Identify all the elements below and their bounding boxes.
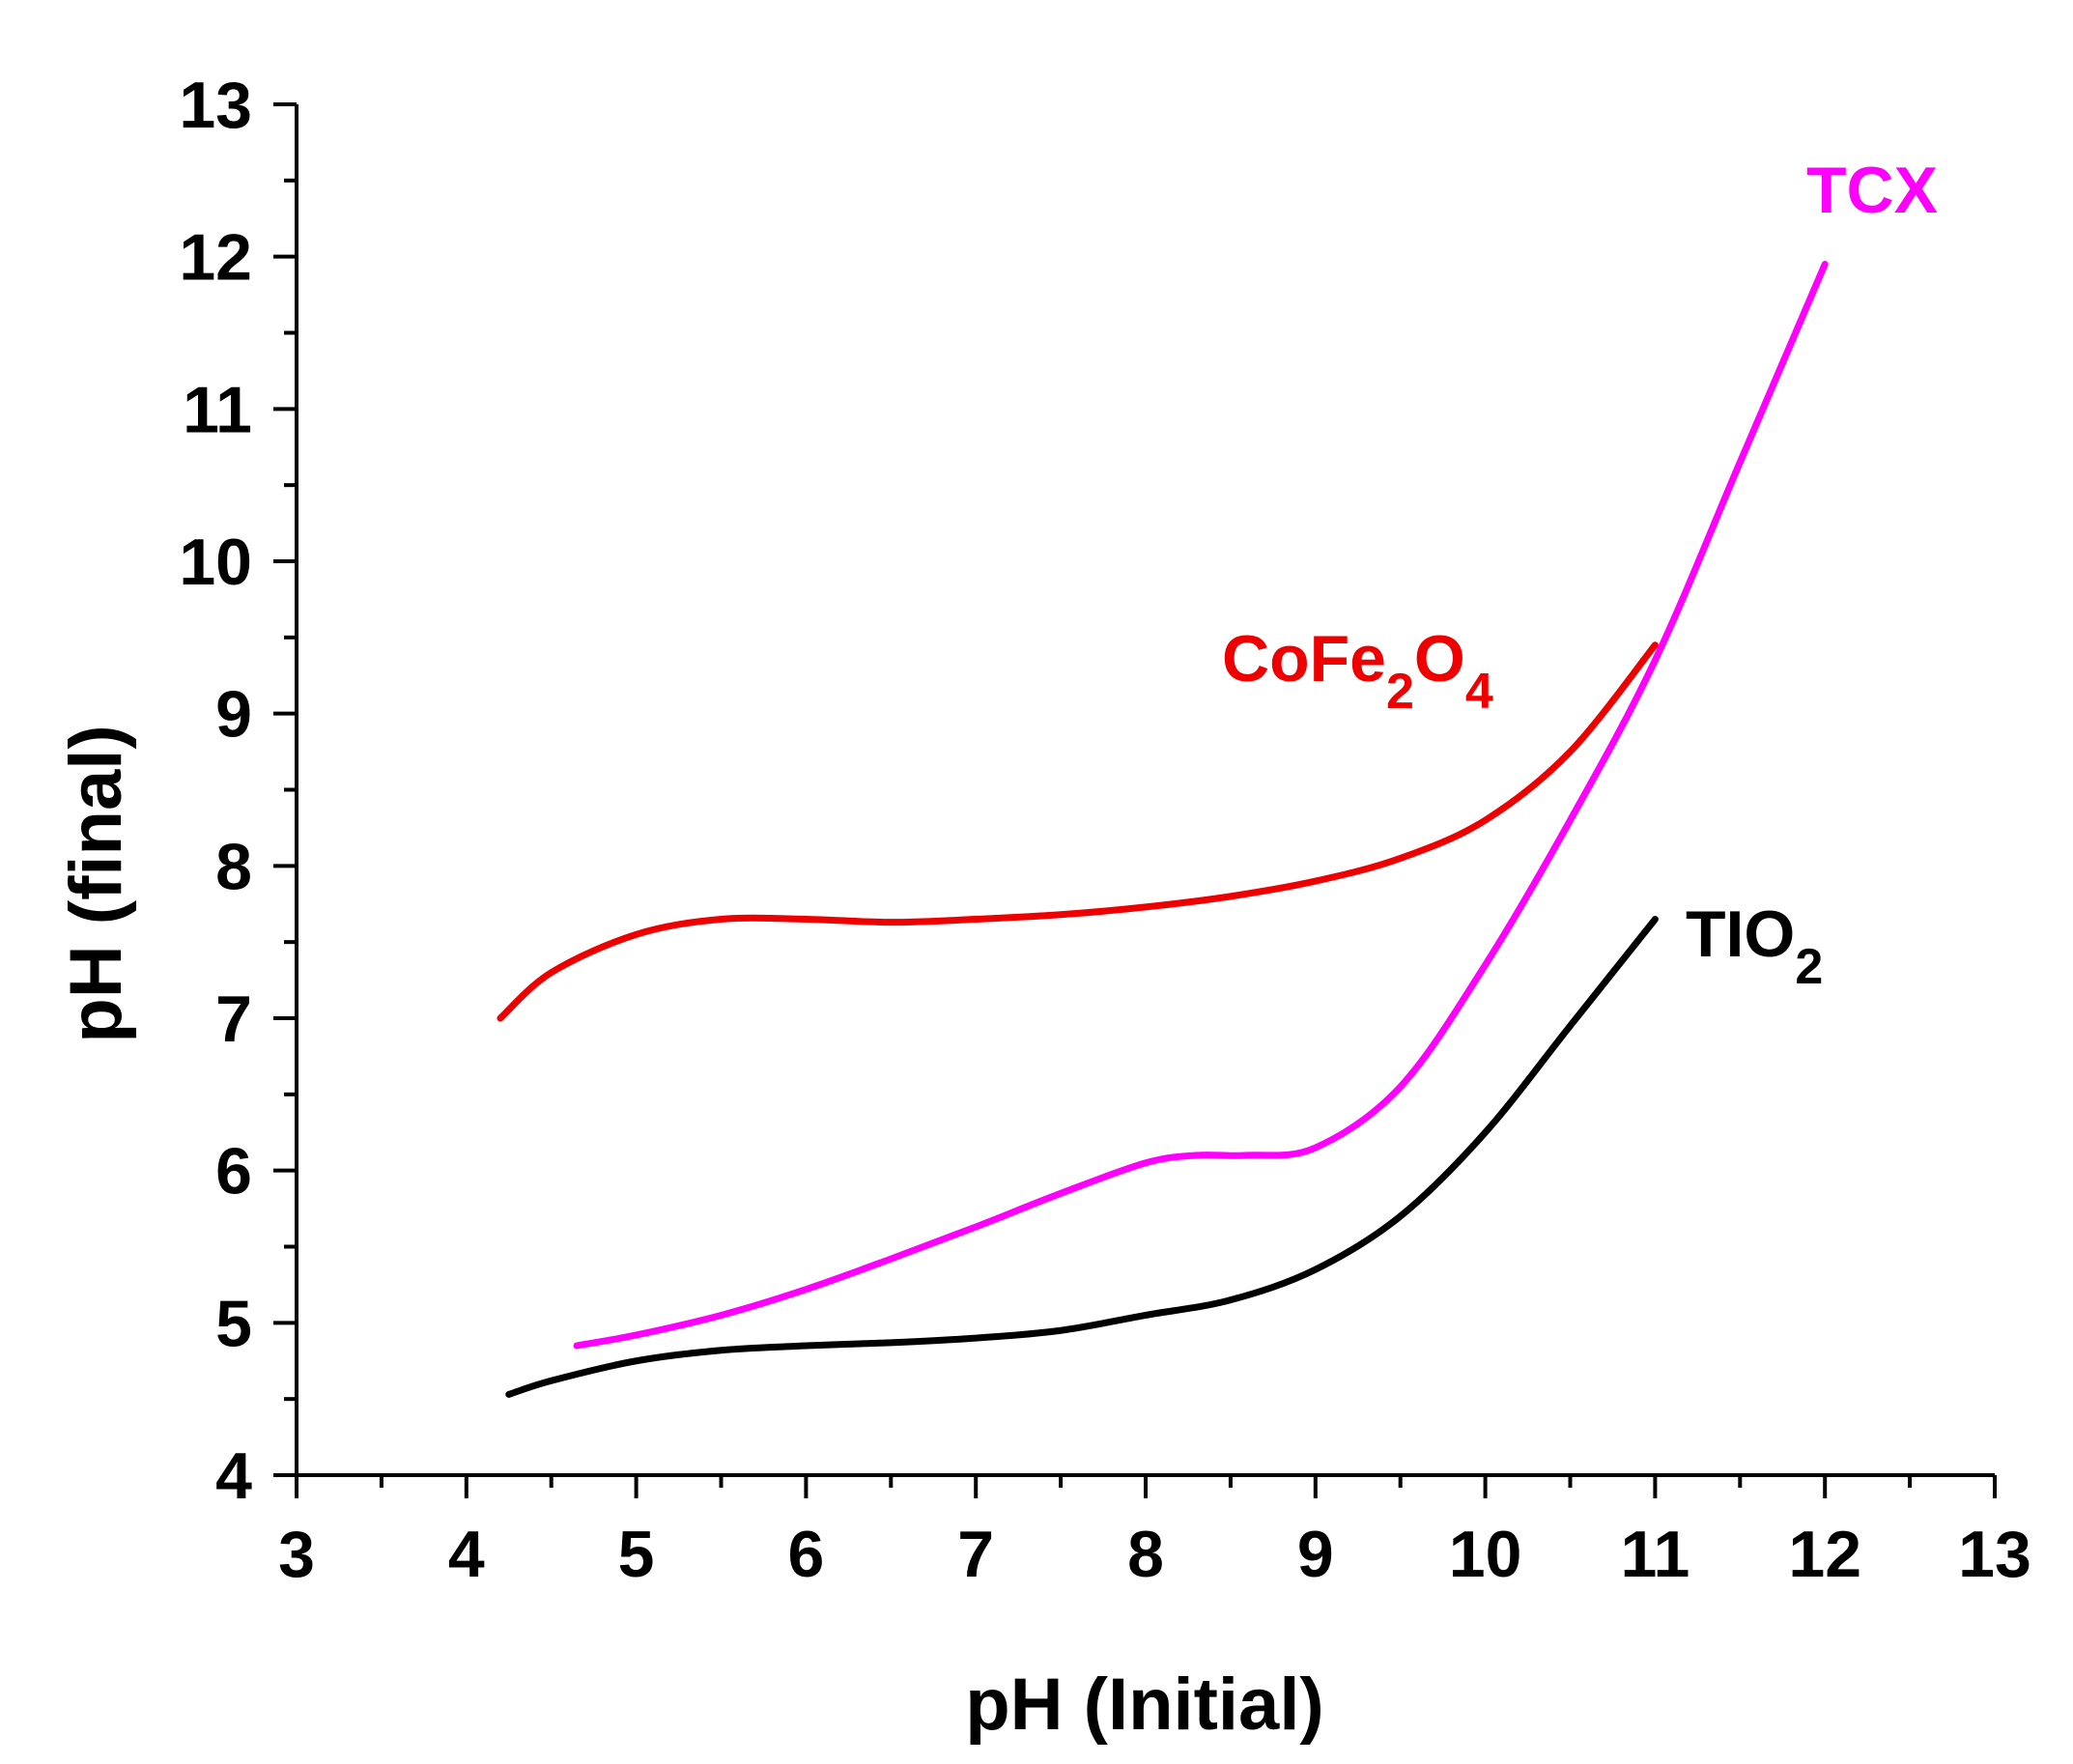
- cofe2o4-label-mid: O: [1414, 622, 1465, 696]
- y-tick-label: 5: [215, 1287, 252, 1360]
- series-lines: [497, 261, 1829, 1398]
- y-axis-ticks: 4 5 6 7 8 9 10 11 12 13: [179, 69, 297, 1513]
- y-axis-title: pH (final): [55, 725, 137, 1042]
- cofe2o4-label-sub2: 4: [1465, 664, 1493, 720]
- y-tick-label: 13: [179, 69, 252, 142]
- series-line-tio2: [505, 916, 1659, 1398]
- x-tick-label: 4: [448, 1518, 485, 1591]
- x-tick-label: 13: [1958, 1518, 2031, 1591]
- x-tick-label: 6: [787, 1518, 824, 1591]
- series-line-cofe2o4: [497, 641, 1659, 1022]
- x-tick-label: 9: [1297, 1518, 1334, 1591]
- x-tick-label: 8: [1127, 1518, 1164, 1591]
- x-tick-label: 11: [1620, 1518, 1690, 1591]
- series-label-tcx: TCX: [1806, 154, 1938, 227]
- axes: [295, 104, 1995, 1477]
- x-axis-ticks: 3 4 5 6 7 8 9 10 11 12 13: [278, 1475, 2031, 1591]
- x-axis-title: pH (Initial): [965, 1664, 1324, 1746]
- y-tick-label: 12: [179, 221, 252, 295]
- x-tick-label: 10: [1449, 1518, 1522, 1591]
- y-tick-label: 6: [215, 1135, 252, 1209]
- y-tick-label: 8: [215, 830, 252, 903]
- tio2-label-main: TIO: [1686, 897, 1795, 971]
- y-tick-label: 10: [179, 526, 252, 599]
- series-label-cofe2o4: CoFe2O4: [1222, 622, 1493, 720]
- y-tick-label: 9: [215, 678, 252, 752]
- series-line-tcx: [573, 261, 1829, 1350]
- tio2-label-sub1: 2: [1795, 939, 1823, 995]
- x-tick-label: 3: [278, 1518, 315, 1591]
- y-tick-label: 7: [215, 982, 252, 1056]
- series-label-tio2: TIO2: [1686, 897, 1823, 995]
- cofe2o4-label-main: CoFe: [1222, 622, 1386, 696]
- y-tick-label: 4: [215, 1439, 252, 1513]
- y-tick-label: 11: [183, 373, 252, 446]
- x-tick-label: 5: [618, 1518, 655, 1591]
- x-tick-label: 7: [957, 1518, 994, 1591]
- cofe2o4-label-sub1: 2: [1386, 664, 1414, 720]
- x-tick-label: 12: [1788, 1518, 1861, 1591]
